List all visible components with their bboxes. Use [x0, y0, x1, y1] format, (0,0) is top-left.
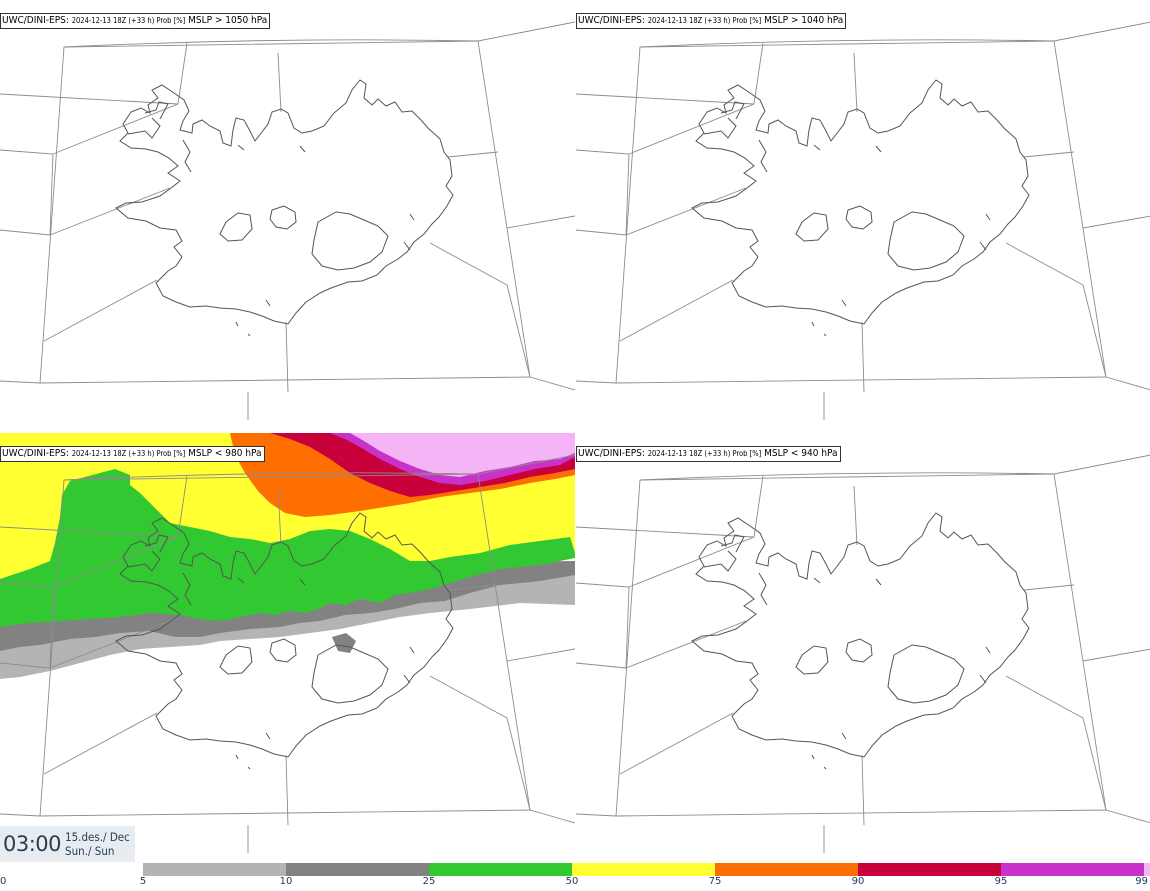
- panel-title: UWC/DINI-EPS: 2024-12-13 18Z (+33 h) Pro…: [576, 446, 841, 462]
- iceland-coastline: [691, 79, 1030, 337]
- prob-blob-10-25: [332, 633, 356, 653]
- legend-bin-90-95: [858, 863, 1001, 876]
- lat-lon-grid: [0, 21, 575, 421]
- map-canvas: [0, 433, 575, 854]
- prob-band-99-plus: [350, 433, 575, 477]
- valid-date: 15.des./ Dec Sun./ Sun: [65, 830, 130, 858]
- legend-bin-75-90: [715, 863, 858, 876]
- legend-bin-95-99: [1001, 863, 1144, 876]
- legend-bin-99-100: [1144, 863, 1150, 876]
- lat-lon-grid: [576, 454, 1150, 854]
- map-canvas: [576, 21, 1150, 421]
- legend-tick-label: 0: [0, 876, 7, 887]
- valid-date-line1: 15.des./ Dec: [65, 830, 130, 844]
- map-panel-mslp-lt-940: UWC/DINI-EPS: 2024-12-13 18Z (+33 h) Pro…: [576, 433, 1150, 866]
- legend-bin-5-10: [143, 863, 286, 876]
- lat-lon-grid: [576, 21, 1150, 421]
- valid-date-line2: Sun./ Sun: [65, 844, 115, 858]
- probability-fields: [0, 433, 575, 679]
- legend-tick-label: 99: [1135, 876, 1148, 887]
- map-panel-mslp-gt-1040: UWC/DINI-EPS: 2024-12-13 18Z (+33 h) Pro…: [576, 0, 1150, 433]
- map-panel-mslp-gt-1050: UWC/DINI-EPS: 2024-12-13 18Z (+33 h) Pro…: [0, 0, 575, 433]
- legend-tick-label: 90: [851, 876, 865, 887]
- panel-title: UWC/DINI-EPS: 2024-12-13 18Z (+33 h) Pro…: [0, 446, 265, 462]
- iceland-coastline: [691, 512, 1030, 770]
- map-panel-mslp-lt-980: UWC/DINI-EPS: 2024-12-13 18Z (+33 h) Pro…: [0, 433, 575, 866]
- legend-bin-50-75: [572, 863, 715, 876]
- legend-tick-label: 95: [994, 876, 1008, 887]
- legend-bin-10-25: [286, 863, 429, 876]
- map-canvas: [0, 21, 575, 421]
- map-canvas: [576, 454, 1150, 854]
- legend-tick-label: 25: [422, 876, 436, 887]
- legend-tick-label: 5: [139, 876, 147, 887]
- panel-title: UWC/DINI-EPS: 2024-12-13 18Z (+33 h) Pro…: [576, 13, 847, 29]
- legend-tick-label: 50: [565, 876, 579, 887]
- valid-time-box: 03:00 15.des./ Dec Sun./ Sun: [0, 826, 135, 862]
- iceland-coastline: [115, 79, 454, 337]
- legend-tick-label: 75: [708, 876, 722, 887]
- panel-title: UWC/DINI-EPS: 2024-12-13 18Z (+33 h) Pro…: [0, 13, 271, 29]
- probability-legend: 0 5 10 25 50 75 90 95 99: [0, 862, 1150, 891]
- legend-tick-label: 10: [279, 876, 293, 887]
- legend-bin-25-50: [429, 863, 572, 876]
- valid-time: 03:00: [3, 832, 62, 856]
